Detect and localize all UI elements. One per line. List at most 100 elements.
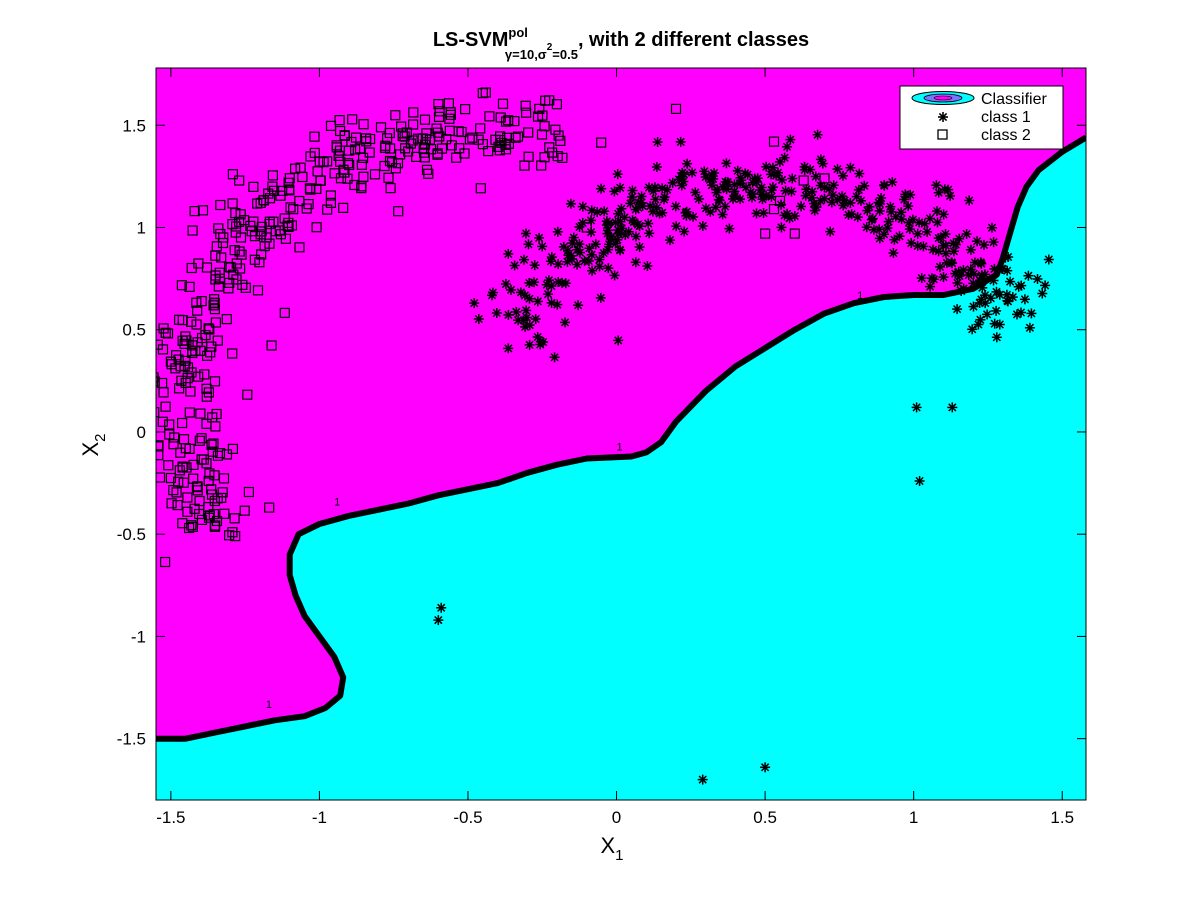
class-2-point xyxy=(238,215,250,226)
contour-label: 1 xyxy=(857,290,863,302)
class-2-point xyxy=(168,485,179,496)
class-2-point xyxy=(156,376,160,387)
class-1-point xyxy=(1012,309,1022,320)
class-2-point xyxy=(342,173,353,184)
class-1-point xyxy=(596,183,607,194)
class-1-point xyxy=(861,222,872,233)
class-2-point xyxy=(534,103,545,115)
class-1-point xyxy=(883,216,894,227)
class-1-point xyxy=(815,180,826,191)
class-1-point xyxy=(886,206,897,217)
class-2-point xyxy=(275,229,286,240)
class-1-point xyxy=(521,305,532,316)
class-2-point xyxy=(277,185,288,196)
class-2-point xyxy=(237,279,248,290)
class-1-point xyxy=(940,240,951,251)
class-1-point xyxy=(642,261,653,271)
class-2-point xyxy=(369,169,381,180)
class-2-point xyxy=(550,124,561,135)
x-axis-ticks: -1.5 -1 -0.5 0 0.5 1 1.5 xyxy=(156,68,1074,827)
class-2-point xyxy=(539,121,550,132)
class-1-point xyxy=(952,304,963,315)
class-1-point xyxy=(433,615,444,626)
class-1-point xyxy=(520,321,531,332)
class-2-point xyxy=(160,556,171,568)
class-1-point xyxy=(573,300,584,311)
class-1-point xyxy=(862,205,873,216)
class-1-point xyxy=(610,238,621,249)
class-1-point xyxy=(927,273,937,284)
class-2-point xyxy=(266,340,277,351)
class-1-point xyxy=(546,281,557,291)
class-1-point xyxy=(732,165,743,176)
class-1-point xyxy=(976,270,987,281)
class-2-point xyxy=(467,132,478,143)
class-2-point xyxy=(210,520,221,531)
class-2-point xyxy=(338,202,349,213)
class-2-point xyxy=(536,129,548,140)
class-2-point xyxy=(255,229,266,240)
class-1-point xyxy=(1040,280,1051,291)
class-2-point xyxy=(194,495,205,507)
class-1-point xyxy=(968,278,979,289)
class-1-point xyxy=(644,182,654,193)
class-2-point xyxy=(243,486,254,498)
class-2-point xyxy=(267,181,278,192)
class-2-point xyxy=(165,472,176,484)
class-1-point xyxy=(616,203,627,214)
class-1-point xyxy=(838,170,848,181)
class-2-point xyxy=(221,449,233,460)
class-1-point xyxy=(552,299,563,310)
class-1-point xyxy=(859,180,870,191)
x-tick-label: 1 xyxy=(909,808,918,827)
class-2-point xyxy=(386,157,398,168)
y-tick-label: 1 xyxy=(137,218,146,237)
class-2-point xyxy=(217,487,228,498)
class-1-point xyxy=(675,136,686,147)
class-1-point xyxy=(975,314,986,325)
class-1-point xyxy=(699,166,710,177)
class-1-point xyxy=(633,202,644,213)
class-2-point xyxy=(208,438,219,449)
class-2-point xyxy=(356,183,367,194)
class-1-point xyxy=(562,256,573,267)
x-tick-label: 0 xyxy=(612,808,621,827)
class-2-point xyxy=(322,156,333,167)
class-1-point xyxy=(503,343,514,354)
class-1-point xyxy=(487,287,498,298)
class-2-point xyxy=(203,502,214,513)
class-2-point xyxy=(335,156,346,167)
class-2-point xyxy=(305,184,316,195)
class-2-point xyxy=(168,439,179,450)
class-1-point xyxy=(473,314,484,324)
class-1-point xyxy=(610,217,621,228)
class-2-point xyxy=(197,205,209,216)
class-2-point xyxy=(311,222,322,233)
legend: Classifier class 1 class 2 xyxy=(899,85,1064,150)
class-2-point xyxy=(191,297,202,308)
class-1-point xyxy=(988,237,999,248)
class-1-point xyxy=(991,305,1002,316)
class-2-point xyxy=(553,130,564,141)
class-1-point xyxy=(721,158,732,169)
class-2-point xyxy=(536,160,547,171)
class-1-point xyxy=(636,191,647,202)
x-tick-label: 0.5 xyxy=(753,808,777,827)
class-2-point xyxy=(172,500,183,511)
class-1-point xyxy=(628,216,639,227)
class-1-point xyxy=(776,222,787,233)
class-2-point xyxy=(206,439,217,450)
class-2-point xyxy=(160,401,171,412)
class-2-point xyxy=(230,530,241,542)
class-2-point xyxy=(264,193,276,204)
class-1-point xyxy=(938,209,949,220)
class-1-point xyxy=(979,239,989,250)
class-2-point xyxy=(209,304,220,315)
class-1-point xyxy=(592,207,603,218)
class-2-point xyxy=(216,252,227,263)
class-2-point xyxy=(555,135,566,146)
class-1-point xyxy=(832,194,843,205)
class-1-point xyxy=(879,229,889,240)
class-1-point xyxy=(530,314,541,324)
